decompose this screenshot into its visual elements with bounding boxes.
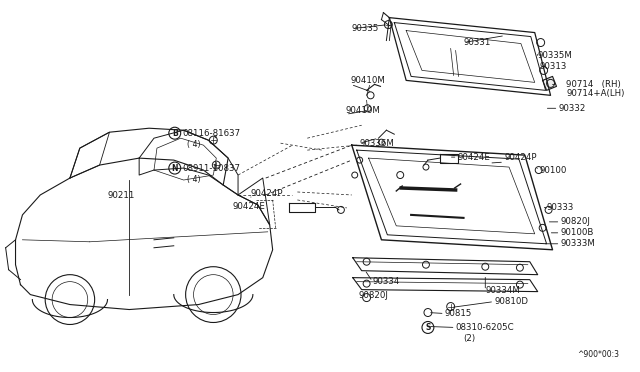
Text: 08116-81637: 08116-81637 [182, 129, 241, 138]
Text: S: S [425, 323, 431, 332]
Text: 90714   (RH): 90714 (RH) [566, 80, 621, 89]
Text: ^900*00:3: ^900*00:3 [577, 350, 619, 359]
Text: 90334M: 90334M [485, 286, 520, 295]
Text: 90334: 90334 [372, 277, 400, 286]
Text: N: N [172, 164, 178, 173]
Text: 90332: 90332 [559, 104, 586, 113]
Text: 90335: 90335 [352, 24, 379, 33]
Text: 90313: 90313 [540, 62, 567, 71]
Text: 90410M: 90410M [351, 76, 386, 85]
Polygon shape [543, 76, 557, 90]
Text: 90424P: 90424P [251, 189, 284, 199]
Text: ( 4): ( 4) [187, 140, 200, 149]
Text: ( 4): ( 4) [187, 174, 200, 183]
Text: 90424P: 90424P [504, 153, 536, 161]
Text: 90100: 90100 [540, 166, 567, 174]
Text: 90424E: 90424E [458, 153, 490, 161]
Text: 90714+A(LH): 90714+A(LH) [566, 89, 625, 98]
Text: 90211: 90211 [108, 192, 135, 201]
Text: 90820J: 90820J [561, 217, 590, 227]
Text: 90810D: 90810D [494, 297, 528, 306]
Text: 90410M: 90410M [346, 106, 381, 115]
Text: 90335M: 90335M [538, 51, 573, 60]
Text: 08310-6205C: 08310-6205C [456, 323, 515, 332]
Text: 90333: 90333 [547, 203, 574, 212]
Text: 90331: 90331 [463, 38, 491, 47]
Text: 90820J: 90820J [358, 291, 388, 300]
Text: 90333M: 90333M [561, 239, 595, 248]
Text: 90424E: 90424E [232, 202, 265, 211]
Text: 90100B: 90100B [561, 228, 594, 237]
Text: (2): (2) [463, 334, 476, 343]
Text: B: B [172, 129, 178, 138]
Text: 90815: 90815 [445, 309, 472, 318]
Text: 08911-10837: 08911-10837 [182, 164, 241, 173]
Text: 90336M: 90336M [360, 139, 395, 148]
